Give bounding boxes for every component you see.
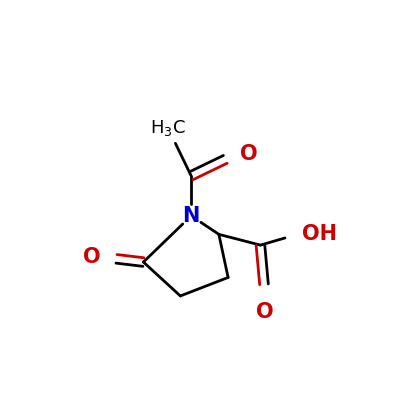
Text: N: N (182, 206, 200, 226)
Text: H$_3$C: H$_3$C (150, 118, 186, 138)
Text: O: O (83, 248, 100, 268)
Text: O: O (256, 302, 274, 322)
Text: OH: OH (302, 224, 337, 244)
Text: O: O (240, 144, 258, 164)
